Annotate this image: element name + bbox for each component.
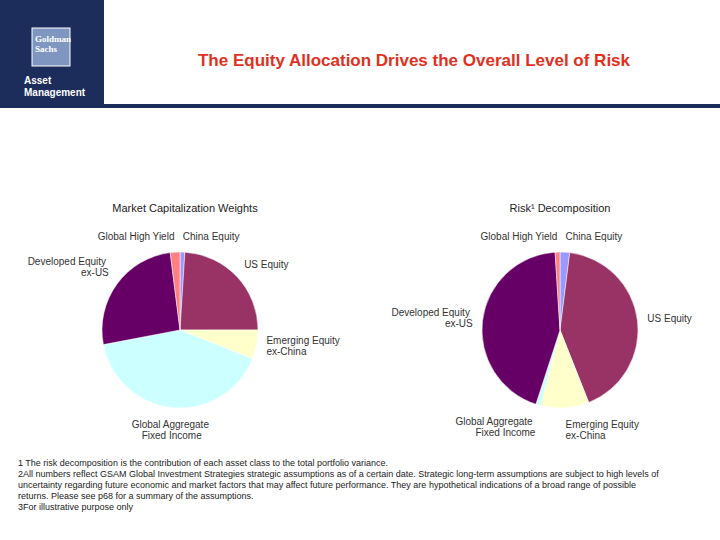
header-rule [104, 104, 720, 108]
pie-slice [102, 253, 180, 345]
footnote: 2All numbers reflect GSAM Global Investm… [18, 469, 668, 502]
pie-title: Risk¹ Decomposition [510, 202, 611, 214]
footnote: 1 The risk decomposition is the contribu… [18, 458, 668, 469]
slice-label: Emerging Equity ex-China [266, 335, 342, 357]
pie-slice [482, 252, 560, 404]
pie-chart: Risk¹ Decomposition China Equity US Equity… [392, 202, 692, 441]
pie-slice [555, 252, 560, 330]
slice-label: China Equity [566, 231, 623, 242]
page: Goldman Sachs Asset Management The Equity … [0, 0, 720, 540]
footnotes: 1 The risk decomposition is the contribu… [18, 458, 668, 513]
slices [482, 252, 638, 408]
slice-label: Developed Equity ex-US [28, 256, 109, 278]
slide-title: The Equity Allocation Drives the Overall… [198, 51, 631, 70]
pie-slice [170, 252, 180, 330]
logo-panel [0, 0, 104, 108]
pie-slice [103, 330, 252, 408]
slice-label: Global Aggregate Fixed Income [455, 416, 535, 438]
footnote: 3For illustrative purpose only [18, 502, 668, 513]
logo-firm: Goldman Sachs [35, 34, 73, 54]
slice-label: US Equity [647, 313, 691, 324]
slice-label: Global Aggregate Fixed Income [132, 419, 212, 441]
logo-division: Asset Management [24, 75, 86, 98]
chart-svg: Goldman Sachs Asset Management The Equity … [0, 0, 720, 460]
slice-label: Global High Yield [481, 231, 558, 242]
pie-title: Market Capitalization Weights [112, 202, 258, 214]
slice-label: Global High Yield [98, 231, 175, 242]
slices [102, 252, 258, 408]
slice-label: US Equity [244, 259, 288, 270]
pie-chart: Market Capitalization Weights China Equit… [28, 202, 343, 441]
slice-label: Developed Equity ex-US [392, 307, 473, 329]
slice-label: Emerging Equity ex-China [566, 419, 642, 441]
header-bg [0, 0, 720, 108]
slice-label: China Equity [183, 231, 240, 242]
